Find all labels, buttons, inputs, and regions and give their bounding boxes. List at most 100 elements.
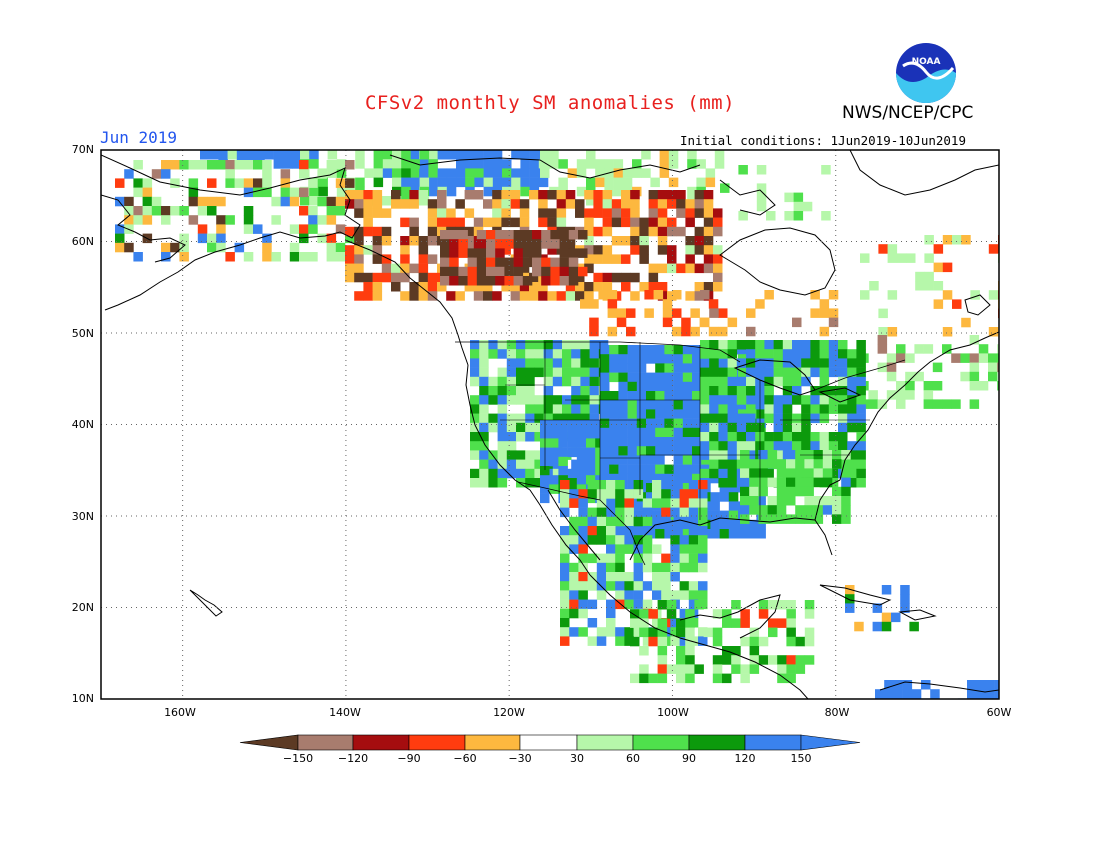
anomaly-cell	[621, 254, 631, 264]
anomaly-cell	[624, 627, 634, 637]
anomaly-cell	[596, 553, 607, 564]
anomaly-cell	[560, 572, 570, 582]
anomaly-cell	[682, 363, 693, 373]
anomaly-cell	[709, 349, 719, 359]
anomaly-cell	[705, 177, 716, 188]
anomaly-cell	[299, 224, 309, 234]
anomaly-cell	[179, 206, 189, 216]
anomaly-cell	[758, 450, 768, 460]
anomaly-cell	[618, 464, 628, 475]
anomaly-cell	[694, 263, 705, 274]
anomaly-cell	[627, 418, 638, 429]
anomaly-cell	[479, 349, 489, 359]
anomaly-cell	[900, 594, 910, 604]
anomaly-cell	[391, 199, 401, 209]
anomaly-cell	[495, 248, 505, 258]
anomaly-cell	[560, 489, 570, 499]
anomaly-cell	[746, 376, 756, 387]
anomaly-cell	[679, 498, 690, 508]
anomaly-cell	[713, 282, 723, 292]
anomaly-cell	[576, 466, 587, 476]
anomaly-cell	[488, 413, 498, 424]
anomaly-cell	[633, 544, 644, 554]
anomaly-cell	[776, 486, 787, 497]
anomaly-cell	[773, 432, 784, 442]
anomaly-cell	[188, 160, 199, 170]
anomaly-cell	[688, 590, 699, 600]
anomaly-cell	[446, 217, 456, 228]
anomaly-cell	[736, 386, 747, 396]
anomaly-cell	[662, 317, 673, 328]
anomaly-cell	[565, 282, 576, 292]
anomaly-cell	[133, 187, 143, 198]
month-label: Jun 2019	[100, 128, 178, 147]
anomaly-cell	[687, 186, 697, 197]
anomaly-cell	[627, 427, 638, 438]
anomaly-cell	[773, 395, 784, 405]
anomaly-cell	[427, 282, 438, 292]
anomaly-cell	[646, 455, 656, 465]
anomaly-cell	[670, 618, 680, 628]
anomaly-cell	[764, 340, 774, 350]
anomaly-cell	[661, 562, 671, 573]
anomaly-cell	[777, 600, 787, 610]
anomaly-cell	[401, 150, 411, 160]
anomaly-cell	[738, 345, 748, 355]
anomaly-cell	[372, 208, 383, 218]
florida	[814, 479, 841, 521]
anomaly-cell	[872, 621, 883, 632]
anomaly-cell	[308, 252, 318, 262]
anomaly-cell	[639, 282, 649, 292]
anomaly-cell	[464, 282, 475, 292]
anomaly-cell	[810, 413, 820, 424]
anomaly-cell	[609, 345, 619, 355]
anomaly-cell	[606, 627, 616, 637]
anomaly-cell	[720, 183, 730, 193]
anomaly-cell	[682, 437, 693, 447]
anomaly-cell	[700, 376, 710, 387]
anomaly-cell	[801, 367, 811, 378]
anomaly-cell	[718, 386, 728, 396]
anomaly-cell	[606, 581, 616, 591]
anomaly-cell	[600, 400, 610, 410]
anomaly-cell	[327, 150, 338, 160]
anomaly-cell	[698, 535, 708, 545]
anomaly-cell	[550, 276, 560, 286]
anomaly-cell	[336, 168, 347, 178]
anomaly-cell	[679, 590, 690, 600]
anomaly-cell	[819, 358, 830, 368]
anomaly-cell	[810, 404, 820, 414]
anomaly-cell	[676, 190, 686, 200]
anomaly-cell	[565, 236, 576, 246]
anomaly-cell	[792, 349, 802, 359]
anomaly-cell	[764, 349, 774, 359]
anomaly-cell	[400, 236, 410, 246]
anomaly-cell	[580, 340, 590, 350]
anomaly-cell	[262, 187, 272, 198]
us-west-coast	[465, 364, 531, 491]
anomaly-cell	[786, 459, 796, 469]
anomaly-cell	[688, 507, 699, 518]
anomaly-cell	[309, 186, 319, 197]
anomaly-cell	[810, 349, 820, 359]
anomaly-cell	[676, 618, 686, 628]
anomaly-cell	[115, 224, 125, 234]
anomaly-cell	[621, 199, 631, 209]
anomaly-cell	[633, 535, 644, 545]
anomaly-cell	[810, 290, 820, 300]
anomaly-cell	[381, 236, 392, 246]
anomaly-cell	[587, 618, 598, 628]
anomaly-cell	[355, 159, 365, 169]
anomaly-cell	[510, 190, 521, 200]
anomaly-cell	[446, 291, 456, 301]
anomaly-cell	[580, 358, 590, 368]
anomaly-cell	[841, 468, 851, 478]
anomaly-cell	[391, 190, 401, 200]
anomaly-cell	[502, 177, 512, 188]
anomaly-cell	[700, 349, 710, 359]
anomaly-cell	[571, 349, 581, 359]
anomaly-cell	[670, 526, 680, 536]
anomaly-cell	[667, 190, 677, 200]
anomaly-cell	[501, 282, 511, 292]
anomaly-cell	[639, 664, 649, 674]
